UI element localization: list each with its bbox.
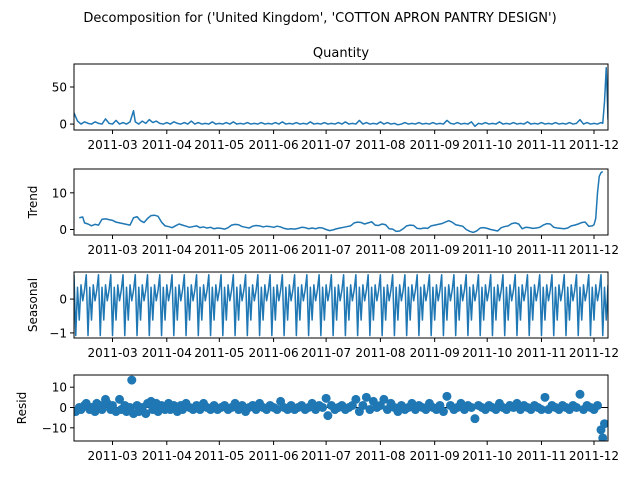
xtick-label-quantity: 2011-06 bbox=[249, 138, 299, 152]
xtick-label-seasonal: 2011-05 bbox=[194, 346, 244, 360]
xtick-label-resid: 2011-11 bbox=[516, 449, 566, 463]
resid-point bbox=[593, 400, 602, 410]
ytick-label-seasonal: −1 bbox=[49, 326, 67, 340]
ylabel-seasonal: Seasonal bbox=[26, 278, 40, 332]
plot-area-quantity bbox=[74, 66, 608, 128]
axes-frame-resid bbox=[73, 374, 609, 442]
xtick-label-quantity: 2011-09 bbox=[410, 138, 460, 152]
ylabel-trend: Trend bbox=[26, 186, 40, 220]
ytick-label-quantity: 0 bbox=[59, 118, 67, 132]
resid-point bbox=[115, 394, 125, 404]
resid-point bbox=[540, 392, 550, 402]
resid-point bbox=[365, 405, 375, 415]
ytick-label-trend: 10 bbox=[52, 186, 67, 200]
xtick-label-trend: 2011-10 bbox=[462, 243, 512, 257]
xtick-label-quantity: 2011-03 bbox=[87, 138, 137, 152]
xtick-label-seasonal: 2011-09 bbox=[410, 346, 460, 360]
axes-frame-trend bbox=[73, 168, 609, 236]
xtick-label-resid: 2011-04 bbox=[142, 449, 192, 463]
xtick-label-resid: 2011-10 bbox=[462, 449, 512, 463]
xtick-label-trend: 2011-03 bbox=[87, 243, 137, 257]
xtick-label-trend: 2011-06 bbox=[249, 243, 299, 257]
xtick-label-trend: 2011-05 bbox=[194, 243, 244, 257]
resid-point bbox=[321, 393, 331, 403]
xtick-label-seasonal: 2011-03 bbox=[87, 346, 137, 360]
resid-point bbox=[351, 394, 361, 404]
resid-point bbox=[600, 419, 608, 429]
resid-point bbox=[361, 392, 371, 402]
xtick-label-trend: 2011-09 bbox=[410, 243, 460, 257]
xtick-label-resid: 2011-12 bbox=[569, 449, 619, 463]
xtick-label-quantity: 2011-12 bbox=[569, 138, 619, 152]
xtick-label-resid: 2011-07 bbox=[301, 449, 351, 463]
xtick-label-resid: 2011-08 bbox=[355, 449, 405, 463]
resid-point bbox=[90, 407, 100, 417]
ytick-label-resid: −10 bbox=[42, 421, 67, 435]
axes-frame-quantity bbox=[73, 63, 609, 131]
axes-frame-seasonal bbox=[73, 271, 609, 339]
xtick-label-trend: 2011-07 bbox=[301, 243, 351, 257]
resid-point bbox=[575, 389, 585, 399]
xtick-label-resid: 2011-09 bbox=[410, 449, 460, 463]
resid-point bbox=[442, 391, 452, 401]
resid-point bbox=[466, 402, 476, 412]
xtick-label-trend: 2011-11 bbox=[516, 243, 566, 257]
xtick-label-seasonal: 2011-10 bbox=[462, 346, 512, 360]
xtick-label-quantity: 2011-07 bbox=[301, 138, 351, 152]
ytick-label-resid: 10 bbox=[52, 381, 67, 395]
xtick-label-seasonal: 2011-04 bbox=[142, 346, 192, 360]
xtick-label-resid: 2011-05 bbox=[194, 449, 244, 463]
series-line-seasonal bbox=[74, 273, 608, 337]
resid-point bbox=[318, 402, 328, 412]
series-line-quantity bbox=[74, 66, 608, 128]
ytick-label-seasonal: 0 bbox=[59, 293, 67, 307]
plot-area-trend bbox=[79, 170, 604, 234]
xtick-label-seasonal: 2011-11 bbox=[516, 346, 566, 360]
xtick-label-seasonal: 2011-06 bbox=[249, 346, 299, 360]
panel-trend: 0 10 2011-03 2011-04 2011-05 2011-06 2011-07 20… bbox=[52, 168, 619, 257]
xtick-label-quantity: 2011-05 bbox=[194, 138, 244, 152]
resid-point bbox=[323, 411, 333, 421]
plot-area-resid bbox=[74, 375, 608, 441]
resid-point bbox=[272, 405, 282, 415]
panel-quantity: 0 50 2011-03 2011-04 2011-05 2011-06 2011-07 20… bbox=[52, 63, 619, 152]
resid-point bbox=[379, 394, 389, 404]
xtick-label-seasonal: 2011-12 bbox=[569, 346, 619, 360]
xtick-label-quantity: 2011-10 bbox=[462, 138, 512, 152]
resid-point bbox=[438, 407, 448, 417]
xtick-label-trend: 2011-12 bbox=[569, 243, 619, 257]
resid-point bbox=[571, 402, 581, 412]
series-line-trend bbox=[79, 170, 604, 234]
resid-point bbox=[358, 400, 368, 410]
resid-point bbox=[536, 405, 546, 415]
resid-point bbox=[127, 375, 137, 385]
ytick-label-resid: 0 bbox=[59, 401, 67, 415]
figure-title: Decomposition for ('United Kingdom', 'CO… bbox=[83, 11, 556, 26]
xtick-label-trend: 2011-04 bbox=[142, 243, 192, 257]
ytick-label-trend: 0 bbox=[59, 223, 67, 237]
xtick-label-seasonal: 2011-07 bbox=[301, 346, 351, 360]
resid-point bbox=[470, 414, 480, 424]
xtick-label-resid: 2011-03 bbox=[87, 449, 137, 463]
xtick-label-seasonal: 2011-08 bbox=[355, 346, 405, 360]
xtick-label-quantity: 2011-08 bbox=[355, 138, 405, 152]
ylabel-resid: Resid bbox=[15, 392, 29, 424]
plot-area-seasonal bbox=[74, 273, 608, 337]
panel-seasonal: −1 0 2011-03 2011-04 2011-05 2011-06 2011-07 20… bbox=[49, 271, 619, 360]
resid-point bbox=[141, 409, 151, 419]
panel-title-quantity: Quantity bbox=[313, 46, 369, 61]
resid-point bbox=[97, 405, 107, 415]
xtick-label-quantity: 2011-04 bbox=[142, 138, 192, 152]
ytick-label-quantity: 50 bbox=[52, 80, 67, 94]
resid-point bbox=[598, 433, 608, 441]
xtick-label-quantity: 2011-11 bbox=[516, 138, 566, 152]
xtick-label-trend: 2011-08 bbox=[355, 243, 405, 257]
xtick-label-resid: 2011-06 bbox=[249, 449, 299, 463]
